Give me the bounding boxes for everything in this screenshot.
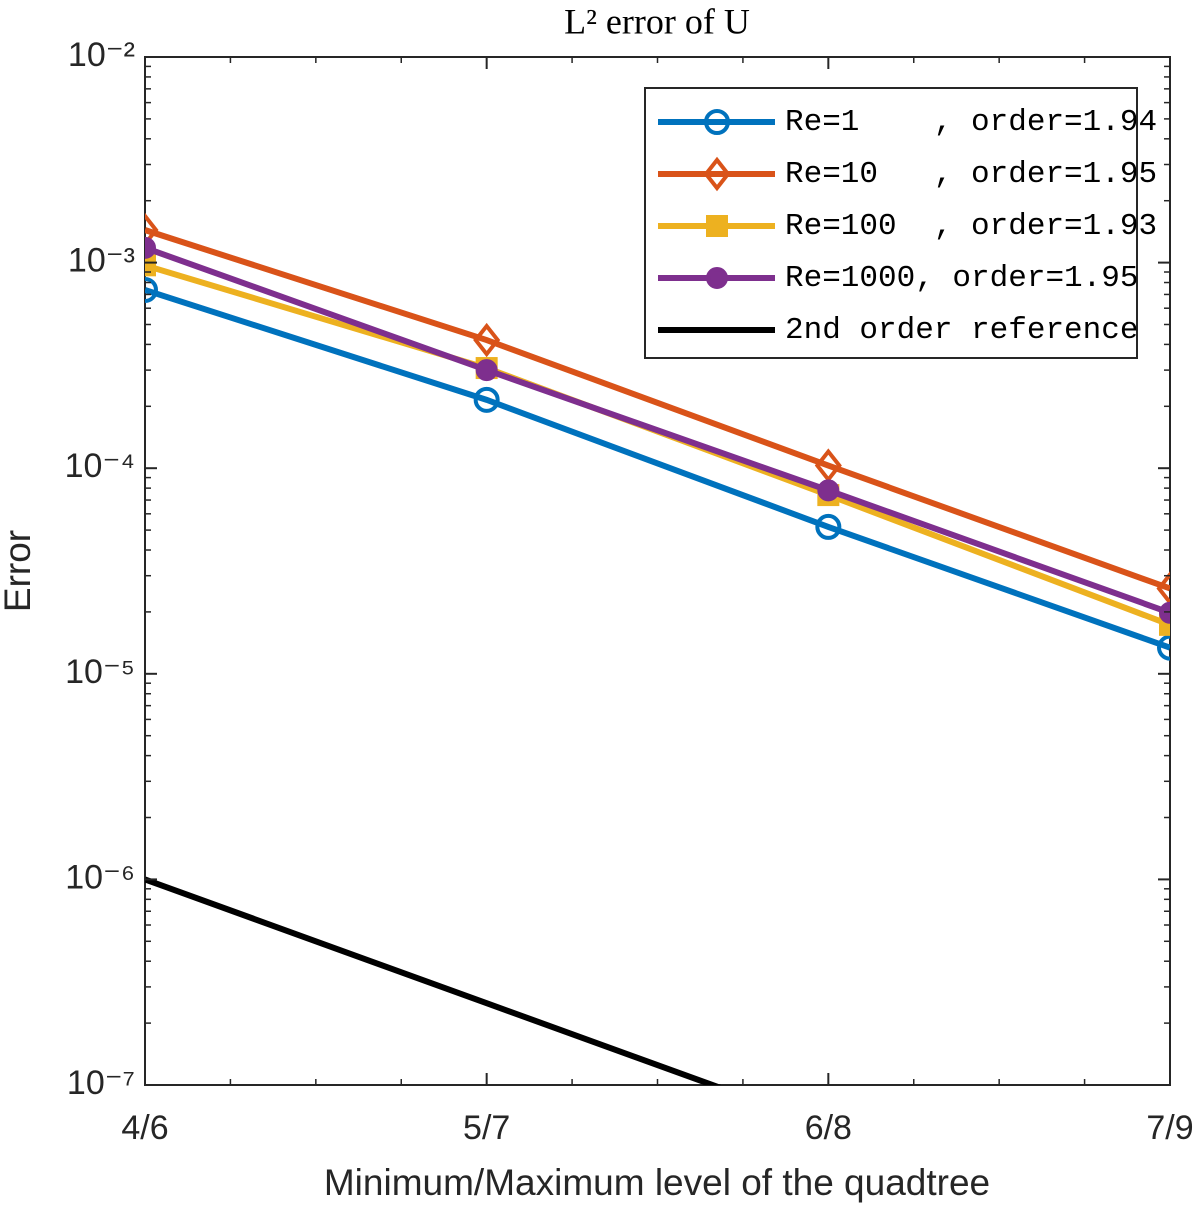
marker [1156,571,1170,606]
legend-label: Re=100 , order=1.93 [785,209,1157,244]
marker [145,236,156,259]
marker [473,386,500,413]
marker [706,267,728,289]
marker [815,513,842,540]
marker [145,212,159,248]
marker [1159,613,1170,636]
y-tick-label: 10⁻⁶ [65,858,135,896]
y-tick-label: 10⁻⁴ [65,447,135,485]
marker [1157,634,1170,661]
x-axis-label: Minimum/Maximum level of the quadtree [324,1162,990,1203]
legend-label: Re=1 , order=1.94 [785,105,1157,140]
x-tick-label: 4/6 [121,1109,168,1147]
marker [706,215,728,237]
y-axis-label: Error [0,530,38,612]
marker [145,276,158,303]
marker [704,109,730,135]
x-tick-label: 6/8 [805,1109,852,1147]
legend-label: Re=1000, order=1.95 [785,261,1138,296]
x-tick-label: 7/9 [1146,1109,1193,1147]
series-line [145,876,722,1085]
y-tick-label: 10⁻⁷ [67,1064,135,1102]
series-line [145,227,1170,592]
marker [475,359,498,382]
legend-label: Re=10 , order=1.95 [785,157,1157,192]
series-line [145,287,1170,651]
marker [817,479,840,502]
legend-label: 2nd order reference [785,313,1138,348]
marker [145,254,156,277]
marker [1159,601,1170,624]
lines [145,212,1170,1085]
marker [703,156,731,192]
y-tick-label: 10⁻⁵ [65,653,135,691]
y-tick-label: 10⁻² [68,36,135,74]
x-tick-label: 5/7 [463,1109,510,1147]
series-line [145,244,1170,616]
marker [473,322,501,358]
chart-title: L² error of U [564,1,750,41]
legend: Re=1 , order=1.94 Re=10 , order=1.95 Re=10… [644,87,1157,359]
y-tick-label: 10⁻³ [68,242,135,280]
